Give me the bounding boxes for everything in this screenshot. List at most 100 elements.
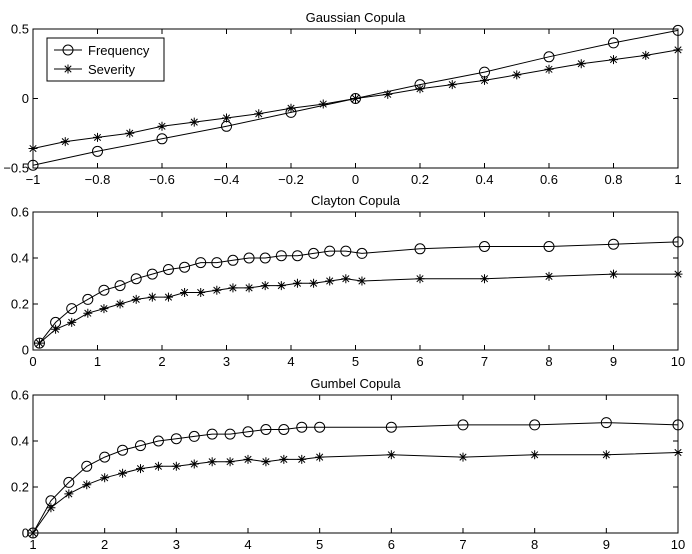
data-point-severity — [212, 285, 222, 295]
chart-panel-1: Gaussian Copula −1 −0.8 −0.6 −0.4 −0.2 0 0.2 0.4… — [3, 10, 684, 187]
data-point-severity — [222, 113, 231, 123]
series-line-frequency — [39, 241, 679, 344]
data-point-severity — [415, 84, 425, 94]
series-line-severity — [32, 452, 679, 534]
data-point-frequency — [243, 252, 255, 264]
data-point-frequency — [340, 245, 352, 257]
data-point-severity — [163, 292, 173, 302]
y-tick-label: −0.5 — [3, 161, 29, 176]
data-point-severity — [225, 457, 235, 467]
data-point-frequency — [81, 460, 93, 472]
data-point-frequency — [98, 284, 110, 296]
x-tick-label: −0.4 — [214, 172, 240, 187]
y-tick-label: 0.6 — [11, 388, 29, 403]
data-point-severity — [82, 480, 92, 490]
data-point-severity — [189, 117, 199, 127]
x-tick-label: 4 — [244, 537, 251, 552]
data-point-frequency — [672, 236, 684, 248]
data-point-severity — [46, 503, 56, 513]
data-point-severity — [136, 464, 145, 474]
data-point-severity — [115, 299, 125, 309]
chart-panel-2: Clayton Copula 0 1 2 3 4 5 6 7 8 9 10 0 0.2 0.4 0.6 — [11, 193, 685, 369]
x-tick-label: 3 — [223, 354, 230, 369]
data-point-severity — [64, 489, 74, 499]
data-point-severity — [254, 109, 264, 119]
data-point-frequency — [99, 451, 111, 463]
data-point-severity — [28, 528, 38, 538]
data-point-severity — [309, 278, 319, 288]
x-tick-label: 10 — [671, 354, 685, 369]
data-point-severity — [244, 283, 254, 293]
data-point-frequency — [457, 419, 469, 431]
data-point-frequency — [296, 421, 308, 433]
data-point-frequency — [308, 247, 320, 259]
data-point-frequency — [156, 133, 168, 145]
data-point-frequency — [278, 424, 290, 435]
x-tick-label: 5 — [352, 354, 359, 369]
data-point-severity — [171, 461, 181, 471]
data-point-frequency — [275, 250, 287, 262]
data-point-severity — [292, 278, 302, 288]
data-point-severity — [207, 457, 217, 467]
data-point-severity — [99, 304, 109, 314]
data-point-frequency — [260, 424, 272, 435]
data-point-severity — [228, 283, 238, 293]
data-point-frequency — [206, 428, 218, 440]
data-point-frequency — [224, 428, 236, 440]
data-point-frequency — [170, 433, 182, 445]
data-point-severity — [131, 294, 141, 304]
data-point-frequency — [130, 273, 142, 285]
x-tick-label: 6 — [388, 537, 395, 552]
data-point-frequency — [227, 254, 239, 266]
data-point-severity — [458, 452, 468, 462]
chart-title: Clayton Copula — [311, 193, 401, 208]
data-point-frequency — [608, 37, 619, 49]
data-point-frequency — [135, 440, 146, 452]
x-tick-label: 6 — [416, 354, 423, 369]
data-point-severity — [297, 454, 307, 464]
y-tick-label: 0.4 — [11, 434, 29, 449]
data-point-frequency — [259, 252, 271, 264]
data-point-frequency — [479, 241, 490, 252]
x-tick-label: 0.4 — [475, 172, 493, 187]
data-point-severity — [544, 64, 554, 74]
y-tick-label: 0 — [22, 343, 29, 358]
data-point-severity — [386, 450, 396, 460]
data-point-frequency — [324, 245, 336, 257]
series-frequency — [27, 417, 684, 539]
data-point-severity — [125, 128, 135, 138]
data-point-frequency — [314, 421, 326, 433]
data-point-severity — [34, 338, 44, 348]
x-tick-label: 9 — [610, 354, 617, 369]
data-point-frequency — [529, 419, 541, 431]
x-tick-label: 5 — [316, 537, 323, 552]
data-point-frequency — [600, 417, 612, 429]
data-point-frequency — [350, 93, 361, 104]
data-point-frequency — [543, 241, 555, 252]
data-point-severity — [383, 89, 393, 99]
series-line-frequency — [32, 422, 679, 534]
data-point-frequency — [356, 247, 368, 259]
data-point-frequency — [63, 476, 75, 488]
x-tick-label: 7 — [481, 354, 488, 369]
data-point-frequency — [195, 257, 207, 269]
legend-marker — [63, 64, 73, 74]
series-severity — [28, 448, 683, 538]
data-point-severity — [279, 454, 289, 464]
series-severity — [28, 45, 683, 154]
data-point-frequency — [92, 145, 103, 157]
data-point-severity — [157, 121, 167, 131]
data-point-severity — [67, 317, 77, 327]
data-point-frequency — [211, 257, 223, 269]
data-point-severity — [351, 94, 360, 103]
x-tick-label: 1 — [29, 537, 36, 552]
x-tick-label: 3 — [173, 537, 180, 552]
data-point-severity — [51, 324, 61, 334]
data-point-frequency — [608, 238, 619, 250]
x-tick-label: −0.8 — [85, 172, 111, 187]
data-point-frequency — [162, 264, 174, 275]
data-point-severity — [601, 450, 611, 460]
x-tick-label: 8 — [531, 537, 538, 552]
data-point-frequency — [188, 430, 200, 442]
data-point-severity — [415, 274, 425, 284]
